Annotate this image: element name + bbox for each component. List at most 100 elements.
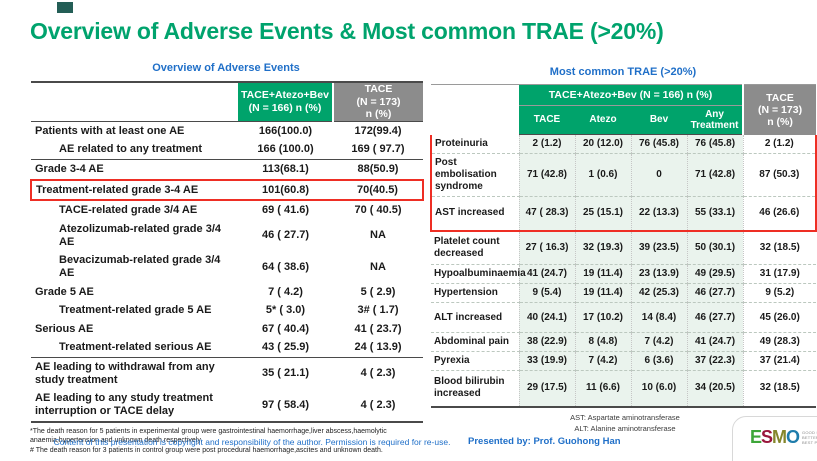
cell-value: 24 ( 13.9) xyxy=(354,341,402,354)
left-table-label-header xyxy=(31,80,238,122)
table-row: Atezolizumab-related grade 3/4 AE 46 ( 27… xyxy=(31,220,423,251)
abbreviation-note: AST: Aspartate aminotransferase ALT: Ala… xyxy=(520,412,730,435)
table-row: Patients with at least one AE 166(100.0) 1… xyxy=(31,121,423,140)
slide-title: Overview of Adverse Events & Most common… xyxy=(30,18,664,44)
table-row: Hypoalbuminaemia 41 (24.7) 19 (11.4) 23 (13… xyxy=(431,264,817,284)
cell-value: 7 (4.2) xyxy=(574,351,631,371)
cell-value: 76 (45.8) xyxy=(630,134,687,154)
table-row: ALT increased 40 (24.1) 17 (10.2) 14 (8.4) 4… xyxy=(431,302,817,333)
table-row: Abdominal pain 38 (22.9) 8 (4.8) 7 (4.2) 41 … xyxy=(431,332,817,352)
table-row: Treatment-related grade 3-4 AE 101(60.8) 7… xyxy=(30,178,424,202)
cell-value: 70(40.5) xyxy=(333,178,424,202)
header-line: n (%) xyxy=(365,108,392,121)
cell-value: 46 (26.6) xyxy=(742,196,817,232)
cell-value: 4 ( 2.3) xyxy=(360,398,396,411)
row-label: AE leading to withdrawal from any study … xyxy=(31,357,238,390)
header-line: TACE xyxy=(364,83,393,95)
cell-value: 46 ( 27.7) xyxy=(261,229,310,242)
esmo-letters: ESMO xyxy=(750,427,800,447)
row-label: Treatment-related grade 5 AE xyxy=(59,304,212,317)
table-row: Bevacizumab-related grade 3/4 AE 64 ( 38.… xyxy=(31,251,423,282)
row-label: Pyrexia xyxy=(431,351,519,371)
cell-value: NA xyxy=(370,229,386,242)
table-row: Platelet count decreased 27 ( 16.3) 32 (19… xyxy=(431,230,817,265)
right-table-title: Most common TRAE (>20%) xyxy=(549,66,697,78)
row-label: Proteinuria xyxy=(430,134,519,154)
cell-value: 113(68.1) xyxy=(238,159,333,180)
cell-value: 88(50.9) xyxy=(333,159,423,180)
cell-value: 17 (10.2) xyxy=(574,302,631,333)
cell-value: 31 (17.9) xyxy=(742,264,817,284)
cell-value: 40 (24.1) xyxy=(518,302,575,333)
cell-value: 49 (29.5) xyxy=(686,264,744,284)
cell-value: 41 (24.7) xyxy=(518,264,575,284)
row-label: Hypoalbuminaemia xyxy=(431,264,526,284)
header-line: TACE+Atezo+Bev xyxy=(241,89,329,102)
table-row: Pyrexia 33 (19.9) 7 (4.2) 6 (3.6) 37 (22.3) 3… xyxy=(431,351,817,371)
row-label: TACE-related grade 3/4 AE xyxy=(59,204,198,217)
cell-value: 11 (6.6) xyxy=(574,370,631,407)
footnote-asterisk: *The death reason for 5 patients in expe… xyxy=(30,427,387,445)
cell-value: 39 (23.5) xyxy=(630,230,687,265)
cell-value: 5 ( 2.9) xyxy=(360,285,396,298)
table-row: Blood bilirubin increased 29 (17.5) 11 (6.… xyxy=(431,370,817,407)
cell-value: 0 xyxy=(630,153,687,197)
row-label: Serious AE xyxy=(35,322,94,335)
esmo-letter: S xyxy=(761,427,773,447)
table-row: AE leading to any study treatment interr… xyxy=(31,389,423,421)
right-table-label-header xyxy=(431,84,519,135)
cell-value: 29 (17.5) xyxy=(518,370,575,407)
row-label: AST increased xyxy=(430,196,519,232)
left-table-control-header: TACE (N = 173) n (%) xyxy=(332,80,423,122)
footnote-hash: # The death reason for 3 patients in con… xyxy=(30,446,383,454)
table-row: Treatment-related serious AE 43 ( 25.9) 24… xyxy=(31,338,423,357)
subheader-tace: TACE xyxy=(519,105,575,135)
cell-value: 76 (45.8) xyxy=(686,134,744,154)
table-row: Grade 5 AE 7 ( 4.2) 5 ( 2.9) xyxy=(31,283,423,302)
subheader-any-treatment: Any Treatment xyxy=(687,105,744,135)
cell-value: 166(100.0) xyxy=(258,124,313,137)
left-table-title: Overview of Adverse Events xyxy=(152,62,300,74)
cell-value: 42 (25.3) xyxy=(630,283,687,303)
cell-value: 4 ( 2.3) xyxy=(333,357,423,390)
cell-value: 37 (22.3) xyxy=(686,351,744,371)
row-label: Atezolizumab-related grade 3/4 AE xyxy=(59,222,221,248)
right-table-control-header: TACE (N = 173) n (%) xyxy=(742,84,817,135)
row-label: Platelet count decreased xyxy=(431,230,519,265)
cell-value: 5* ( 3.0) xyxy=(265,304,306,317)
cell-value: 27 ( 16.3) xyxy=(518,230,575,265)
subheader-atezo: Atezo xyxy=(575,105,631,135)
cell-value: 7 ( 4.2) xyxy=(268,285,303,298)
row-label: ALT increased xyxy=(431,302,519,333)
table-row: TACE-related grade 3/4 AE 69 ( 41.6) 70 ( … xyxy=(31,200,423,220)
subheader-bev: Bev xyxy=(631,105,687,135)
cell-value: 37 (21.4) xyxy=(742,351,817,371)
cell-value: NA xyxy=(370,260,386,273)
row-label: Treatment-related serious AE xyxy=(59,341,212,354)
row-label: Blood bilirubin increased xyxy=(431,370,519,407)
cell-value: 32 (18.5) xyxy=(742,370,817,407)
table-row: AE related to any treatment 166 (100.0) 16… xyxy=(31,140,423,159)
header-line: (N = 173) xyxy=(356,95,401,108)
cell-value: 35 ( 21.1) xyxy=(238,357,333,390)
cell-value: 46 (27.7) xyxy=(686,302,744,333)
cell-value: 87 (50.3) xyxy=(742,153,817,197)
cell-value: 169 ( 97.7) xyxy=(351,143,405,156)
table-row: Proteinuria 2 (1.2) 20 (12.0) 76 (45.8) 76 (… xyxy=(430,134,817,154)
most-common-trae-panel: Most common TRAE (>20%) TACE+Atezo+Bev (… xyxy=(430,66,817,408)
cell-value: 50 (30.1) xyxy=(686,230,744,265)
cell-value: 43 ( 25.9) xyxy=(261,341,310,354)
cell-value: 166 (100.0) xyxy=(257,143,314,156)
cell-value: 10 (6.0) xyxy=(630,370,687,407)
row-label: Bevacizumab-related grade 3/4 AE xyxy=(59,254,221,279)
cell-value: 19 (11.4) xyxy=(574,283,631,303)
row-label: Post embolisation syndrome xyxy=(430,153,519,197)
row-label: Treatment-related grade 3-4 AE xyxy=(30,178,238,202)
esmo-letter: E xyxy=(750,427,762,447)
cell-value: 1 (0.6) xyxy=(574,153,631,197)
cell-value: 19 (11.4) xyxy=(574,264,631,284)
cell-value: 64 ( 38.6) xyxy=(261,260,310,273)
cell-value: 33 (19.9) xyxy=(518,351,575,371)
table-row: AST increased 47 ( 28.3) 25 (15.1) 22 (13.3… xyxy=(430,196,817,232)
